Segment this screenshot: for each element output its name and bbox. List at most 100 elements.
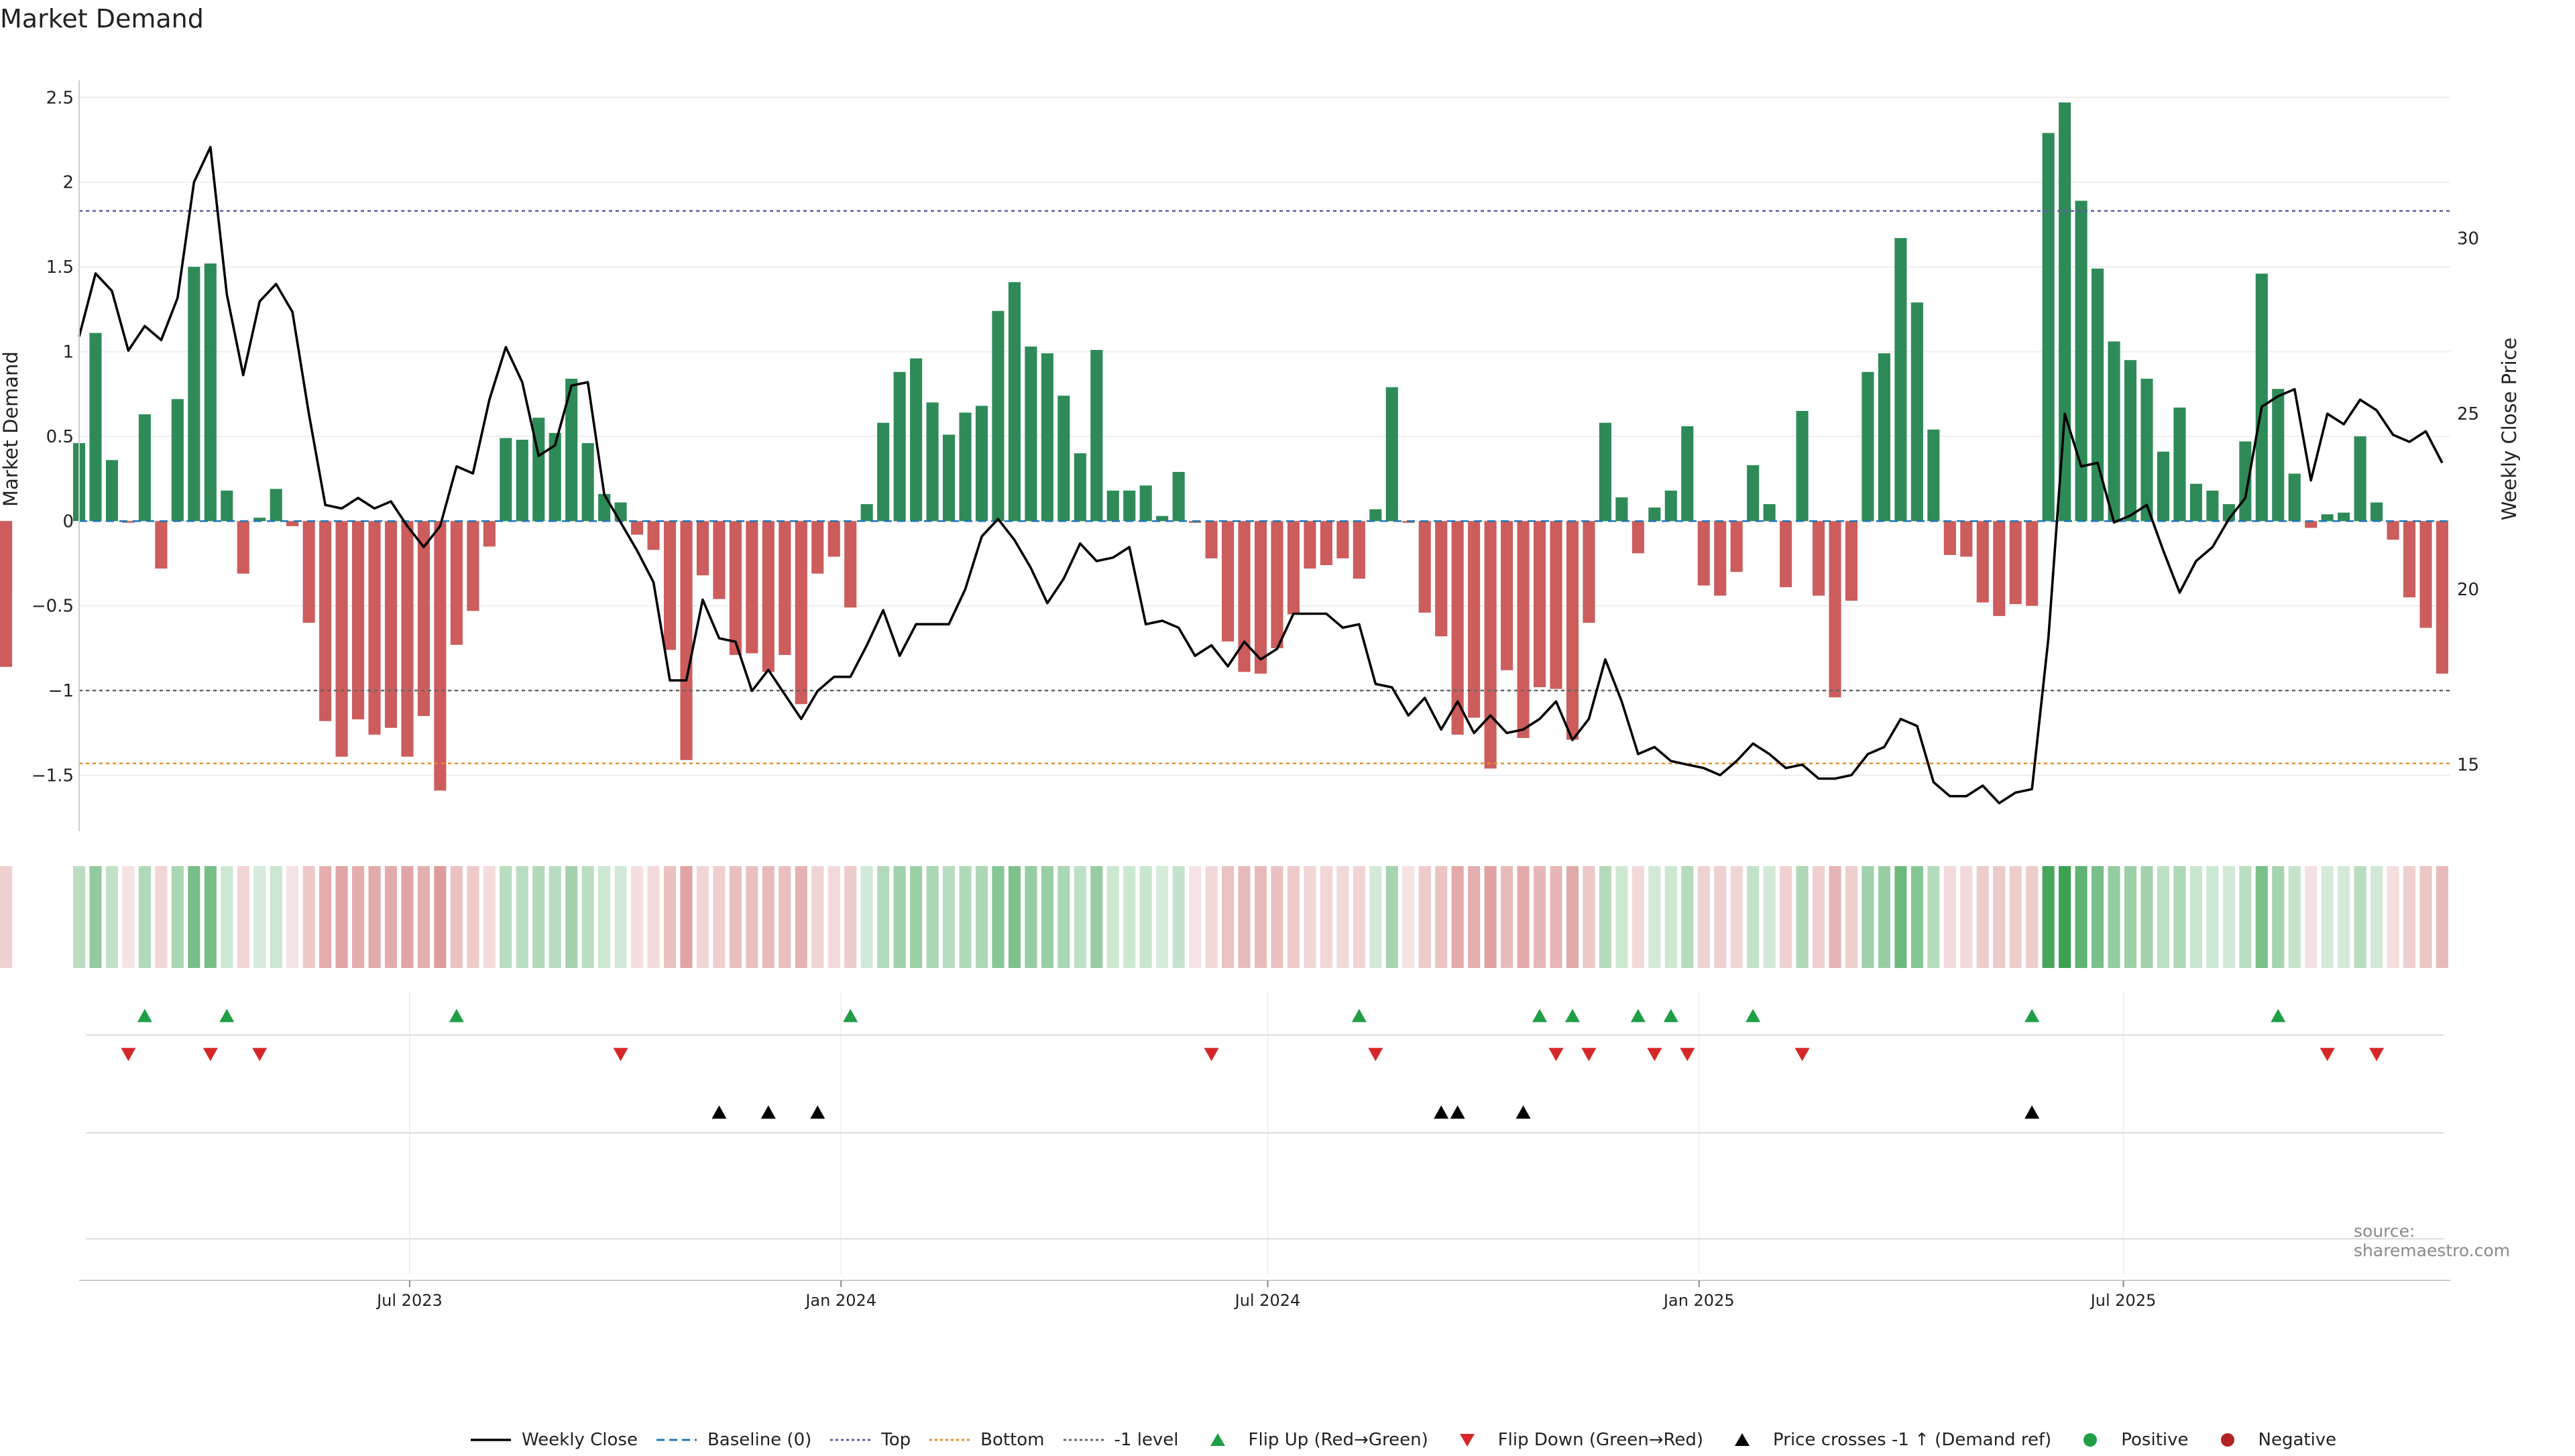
flip-down-marker: [252, 1048, 268, 1061]
positive-demand-bar: [221, 490, 233, 522]
flip-down-marker: [1680, 1048, 1695, 1061]
heat-cell: [1664, 866, 1677, 968]
heat-cell: [1501, 866, 1513, 968]
reference-lines: [79, 210, 2450, 765]
heat-cell: [89, 866, 102, 968]
heat-cell: [1156, 866, 1169, 968]
heat-cell: [1517, 866, 1530, 968]
x-tick-label: Jul 2024: [1234, 1291, 1301, 1310]
x-tick-label: Jul 2025: [2090, 1291, 2157, 1310]
heat-cell: [483, 866, 496, 968]
heat-cell: [1927, 866, 1940, 968]
heat-cell: [2321, 866, 2334, 968]
negative-demand-bar: [1730, 521, 1743, 572]
positive-demand-bar: [877, 422, 890, 522]
flip-up-marker: [219, 1009, 235, 1022]
positive-demand-bar: [2173, 407, 2186, 522]
heat-cell: [1943, 866, 1956, 968]
heat-cell: [2419, 866, 2432, 968]
flip-up-marker: [2024, 1009, 2040, 1022]
negative-demand-bar: [368, 521, 381, 735]
heat-cell: [877, 866, 890, 968]
positive-demand-bar: [2189, 483, 2202, 522]
y-tick-label: 2: [62, 173, 74, 193]
negative-demand-bar: [417, 521, 430, 717]
negative-demand-bar: [2009, 521, 2022, 605]
negative-demand-bar: [795, 521, 807, 705]
positive-demand-bar: [1074, 453, 1086, 522]
negative-demand-bar: [2387, 521, 2399, 540]
heat-cell: [1385, 866, 1398, 968]
negative-demand-bar: [155, 521, 168, 569]
heat-cell: [680, 866, 693, 968]
heat-cell: [138, 866, 151, 968]
negative-demand-bar: [1189, 521, 1202, 523]
legend: Weekly Close Baseline (0) Top Bottom -1 leve…: [469, 1424, 2354, 1456]
negative-demand-bar: [2436, 521, 2449, 674]
heat-cell: [713, 866, 726, 968]
negative-demand-bar: [2419, 521, 2432, 628]
legend-item: Weekly Close: [469, 1430, 638, 1450]
circle-icon: [2206, 1430, 2249, 1450]
heat-cell: [663, 866, 677, 968]
flip-down-marker: [1368, 1048, 1383, 1061]
negative-demand-bar: [762, 521, 775, 672]
negative-demand-bar: [1632, 521, 1644, 554]
positive-demand-bar: [975, 406, 988, 522]
flip-up-marker: [449, 1009, 464, 1022]
grid-layer: [79, 97, 2450, 1274]
positive-demand-bar: [1156, 515, 1169, 522]
flip-up-marker: [137, 1009, 152, 1022]
positive-demand-bar: [1385, 387, 1398, 522]
demand-bars: [0, 102, 2449, 791]
legend-item: Price crosses -1 ↑ (Demand ref): [1721, 1430, 2051, 1450]
heat-cell: [2222, 866, 2235, 968]
negative-demand-bar: [713, 521, 726, 599]
flip-up-marker: [1630, 1009, 1646, 1022]
heat-cell: [1763, 866, 1776, 968]
heat-cell: [188, 866, 201, 968]
heat-cell: [2403, 866, 2416, 968]
positive-demand-bar: [1123, 490, 1136, 522]
legend-label: Flip Up (Red→Green): [1248, 1430, 1428, 1450]
weekly-close-line: [78, 145, 2444, 804]
heat-cell: [1041, 866, 1053, 968]
negative-demand-bar: [122, 521, 135, 523]
heat-cell: [2140, 866, 2153, 968]
heat-cell: [105, 866, 118, 968]
legend-label: Flip Down (Green→Red): [1497, 1430, 1704, 1450]
positive-demand-bar: [1041, 353, 1053, 522]
flip-up-marker: [843, 1009, 858, 1022]
y-tick-label: 0.5: [46, 427, 74, 447]
positive-demand-bar: [2288, 473, 2301, 522]
heat-cell: [2124, 866, 2137, 968]
legend-item: Negative: [2206, 1430, 2336, 1450]
y-tick-label: −1: [48, 681, 74, 701]
legend-item: Positive: [2069, 1430, 2189, 1450]
heat-cell: [598, 866, 611, 968]
dotted-line-icon: [829, 1430, 872, 1450]
y2-tick-label: 20: [2457, 580, 2479, 600]
positive-demand-bar: [500, 438, 512, 522]
heat-cell: [1648, 866, 1661, 968]
negative-demand-bar: [1484, 521, 1497, 769]
heat-cell: [1254, 866, 1267, 968]
negative-demand-bar: [1550, 521, 1562, 689]
heat-cell: [1697, 866, 1710, 968]
heat-cell: [581, 866, 594, 968]
heat-cell: [500, 866, 512, 968]
positive-demand-bar: [2059, 102, 2071, 522]
flip-down-marker: [121, 1048, 136, 1061]
heat-cell: [1418, 866, 1431, 968]
negative-demand-bar: [729, 521, 742, 656]
positive-demand-bar: [860, 504, 873, 522]
negative-demand-bar: [1533, 521, 1546, 688]
heat-cell: [1747, 866, 1760, 968]
heat-cell: [237, 866, 249, 968]
negative-demand-bar: [1418, 521, 1431, 613]
positive-demand-bar: [1927, 429, 1940, 522]
positive-demand-bar: [549, 432, 561, 522]
heat-cell: [1123, 866, 1136, 968]
heat-cell: [0, 866, 13, 968]
y2-axis-label: Weekly Close Price: [2498, 338, 2521, 521]
